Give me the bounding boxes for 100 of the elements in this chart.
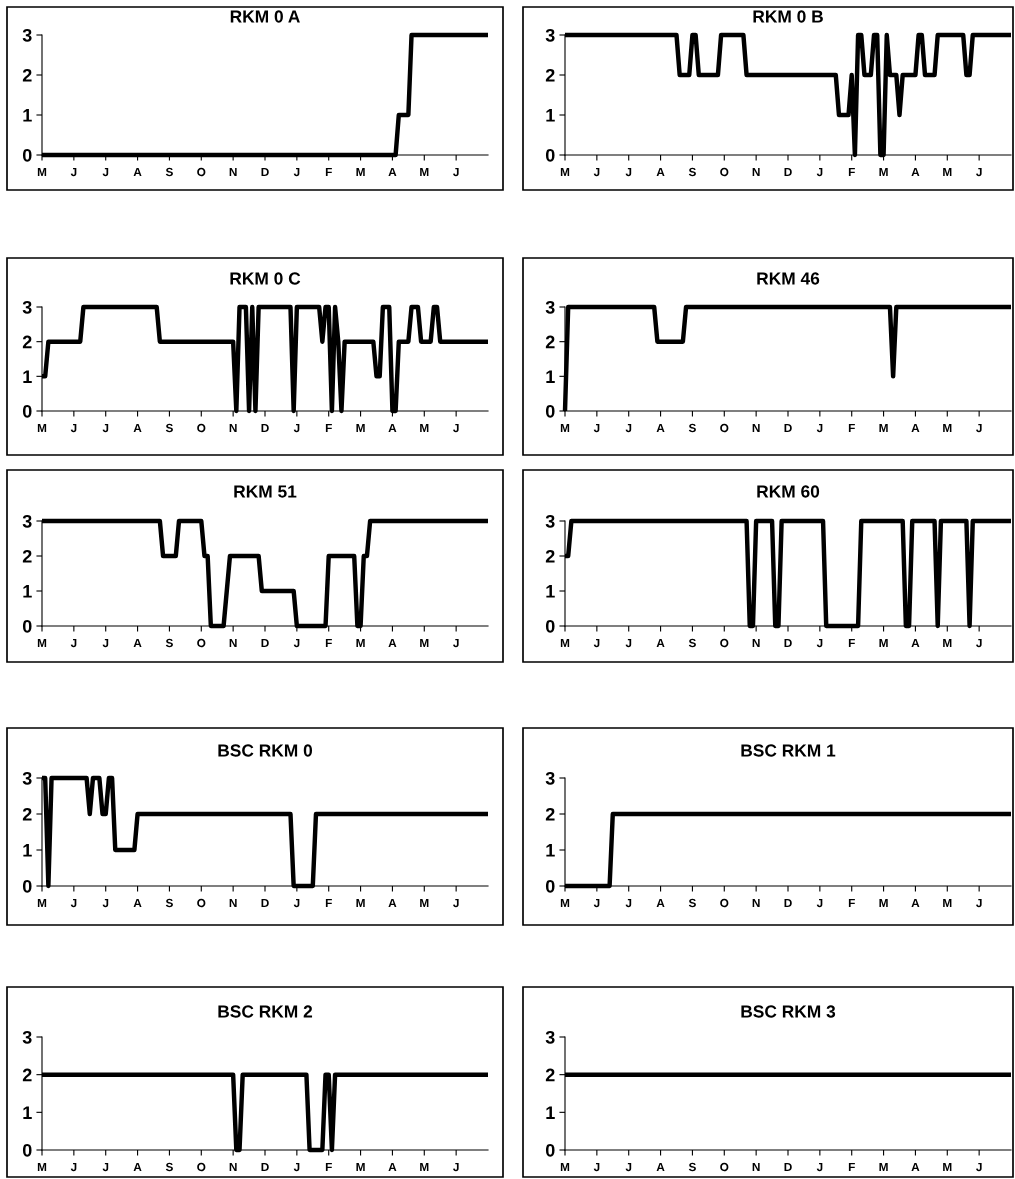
x-tick-label: M bbox=[356, 423, 365, 433]
x-tick-label: S bbox=[165, 423, 173, 433]
x-tick-label: N bbox=[229, 898, 237, 908]
x-tick-label: M bbox=[560, 638, 570, 648]
x-tick-label: J bbox=[625, 638, 632, 648]
y-tick-label: 1 bbox=[23, 585, 32, 598]
y-tick-label: 1 bbox=[546, 1106, 555, 1119]
x-tick-label: N bbox=[752, 898, 760, 908]
x-tick-label: F bbox=[325, 898, 332, 908]
y-tick-label: 3 bbox=[22, 28, 32, 42]
x-tick-label: O bbox=[197, 167, 206, 177]
x-tick-label: J bbox=[816, 423, 823, 433]
x-tick-label: M bbox=[560, 167, 570, 177]
x-tick-label: A bbox=[133, 167, 142, 177]
x-tick-label: D bbox=[784, 638, 792, 648]
x-tick-label: J bbox=[976, 167, 982, 177]
x-tick-label: J bbox=[593, 638, 600, 648]
x-tick-label: M bbox=[420, 1162, 429, 1172]
x-tick-label: J bbox=[593, 423, 600, 433]
y-tick-label: 1 bbox=[23, 1106, 32, 1119]
y-tick-label: 2 bbox=[545, 549, 555, 563]
x-tick-label: O bbox=[720, 898, 729, 908]
x-tick-label: N bbox=[752, 638, 760, 648]
y-tick-label: 3 bbox=[22, 300, 32, 314]
y-tick-label: 3 bbox=[22, 771, 32, 785]
x-tick-label: D bbox=[784, 167, 792, 177]
x-tick-label: M bbox=[37, 167, 47, 177]
x-tick-label: N bbox=[752, 1162, 760, 1172]
y-tick-label: 2 bbox=[545, 807, 555, 821]
x-tick-label: F bbox=[848, 1162, 855, 1172]
y-tick-label: 1 bbox=[23, 844, 32, 857]
x-tick-label: A bbox=[911, 898, 920, 908]
x-tick-label: S bbox=[688, 1162, 696, 1172]
x-tick-label: M bbox=[879, 167, 888, 177]
x-tick-label: J bbox=[453, 423, 459, 433]
x-tick-label: J bbox=[625, 423, 632, 433]
x-tick-label: O bbox=[197, 423, 206, 433]
x-tick-label: S bbox=[165, 898, 173, 908]
x-tick-label: J bbox=[293, 898, 300, 908]
x-tick-label: M bbox=[420, 638, 429, 648]
x-tick-label: S bbox=[165, 638, 173, 648]
x-tick-label: A bbox=[656, 638, 665, 648]
x-tick-label: J bbox=[293, 423, 300, 433]
x-tick-label: J bbox=[593, 898, 600, 908]
chart-title: RKM 0 B bbox=[753, 10, 823, 23]
x-tick-label: J bbox=[102, 423, 109, 433]
x-tick-label: M bbox=[943, 638, 952, 648]
y-tick-label: 1 bbox=[546, 844, 555, 857]
y-tick-label: 0 bbox=[545, 619, 555, 633]
y-tick-label: 1 bbox=[23, 109, 32, 122]
x-tick-label: J bbox=[976, 898, 982, 908]
x-tick-label: F bbox=[325, 423, 332, 433]
x-tick-label: M bbox=[560, 423, 570, 433]
x-tick-label: J bbox=[70, 423, 77, 433]
x-tick-label: N bbox=[752, 423, 760, 433]
x-tick-label: D bbox=[261, 638, 269, 648]
chart-title: RKM 0 A bbox=[230, 10, 300, 23]
x-tick-label: J bbox=[293, 638, 300, 648]
y-tick-label: 1 bbox=[546, 585, 555, 598]
y-tick-label: 3 bbox=[545, 771, 555, 785]
x-tick-label: A bbox=[133, 898, 142, 908]
x-tick-label: O bbox=[720, 423, 729, 433]
chart-title: RKM 60 bbox=[757, 485, 820, 498]
x-tick-label: S bbox=[688, 898, 696, 908]
y-tick-label: 0 bbox=[22, 879, 32, 893]
y-tick-label: 0 bbox=[22, 148, 32, 162]
y-tick-label: 1 bbox=[546, 370, 555, 383]
x-tick-label: A bbox=[656, 1162, 665, 1172]
chart-title: RKM 51 bbox=[234, 485, 297, 498]
x-tick-label: A bbox=[656, 423, 665, 433]
x-tick-label: A bbox=[911, 167, 920, 177]
x-tick-label: J bbox=[625, 1162, 632, 1172]
x-tick-label: J bbox=[102, 638, 109, 648]
x-tick-label: A bbox=[133, 638, 142, 648]
x-tick-label: D bbox=[261, 167, 269, 177]
y-tick-label: 2 bbox=[22, 807, 32, 821]
x-tick-label: M bbox=[943, 423, 952, 433]
x-tick-label: J bbox=[976, 1162, 982, 1172]
x-tick-label: J bbox=[816, 638, 823, 648]
x-tick-label: M bbox=[420, 167, 429, 177]
x-tick-label: A bbox=[388, 638, 397, 648]
x-tick-label: M bbox=[943, 1162, 952, 1172]
x-tick-label: M bbox=[943, 167, 952, 177]
y-tick-label: 1 bbox=[23, 370, 32, 383]
x-tick-label: M bbox=[560, 1162, 570, 1172]
y-tick-label: 0 bbox=[22, 404, 32, 418]
y-tick-label: 3 bbox=[22, 1030, 32, 1044]
x-tick-label: J bbox=[102, 167, 109, 177]
x-tick-label: F bbox=[325, 167, 332, 177]
y-tick-label: 2 bbox=[22, 1068, 32, 1082]
y-tick-label: 1 bbox=[546, 109, 555, 122]
x-tick-label: M bbox=[356, 167, 365, 177]
x-tick-label: F bbox=[848, 638, 855, 648]
y-tick-label: 2 bbox=[22, 549, 32, 563]
x-tick-label: M bbox=[879, 423, 888, 433]
x-tick-label: A bbox=[656, 167, 665, 177]
x-tick-label: O bbox=[720, 167, 729, 177]
y-tick-label: 2 bbox=[22, 68, 32, 82]
x-tick-label: D bbox=[784, 423, 792, 433]
x-tick-label: D bbox=[784, 898, 792, 908]
